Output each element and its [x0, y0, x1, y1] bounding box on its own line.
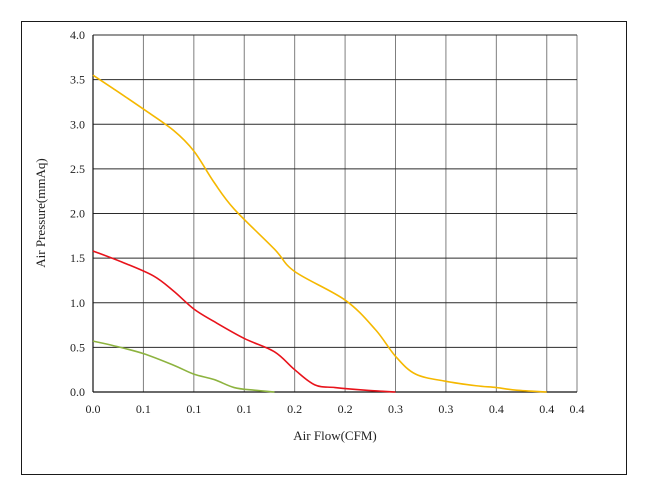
y-tick-labels: 0.0 0.5 1.0 1.5 2.0 2.5 3.0 3.5 4.0 — [70, 28, 85, 399]
y-axis-title: Air Pressure(mmAq) — [33, 158, 48, 267]
series-lines — [92, 74, 547, 393]
y-tick-label: 4.0 — [70, 28, 85, 42]
x-tick-label: 0.1 — [136, 402, 151, 416]
x-tick-label: 0.1 — [237, 402, 252, 416]
x-tick-label: 0.4 — [570, 402, 585, 416]
chart-frame — [21, 21, 627, 475]
y-tick-label: 2.0 — [70, 207, 85, 221]
x-tick-label: 0.2 — [338, 402, 353, 416]
grid — [92, 34, 578, 393]
x-tick-label: 0.4 — [489, 402, 504, 416]
x-tick-label: 0.0 — [86, 402, 101, 416]
y-tick-label: 2.5 — [70, 162, 85, 176]
series-line-1 — [92, 74, 547, 393]
x-tick-label: 0.2 — [287, 402, 302, 416]
x-tick-label: 0.4 — [539, 402, 554, 416]
x-tick-label: 0.3 — [388, 402, 403, 416]
x-tick-label: 0.1 — [186, 402, 201, 416]
y-tick-label: 1.5 — [70, 251, 85, 265]
x-tick-label: 0.3 — [438, 402, 453, 416]
series-line-2 — [92, 250, 396, 393]
y-tick-label: 0.5 — [70, 340, 85, 354]
x-axis-title: Air Flow(CFM) — [293, 428, 376, 443]
y-tick-label: 1.0 — [70, 296, 85, 310]
y-tick-label: 3.0 — [70, 117, 85, 131]
series-line-3 — [92, 340, 275, 393]
y-tick-label: 3.5 — [70, 73, 85, 87]
x-tick-labels: 0.0 0.1 0.1 0.1 0.2 0.2 0.3 0.3 0.4 0.4 0.4 — [86, 402, 585, 416]
y-tick-label: 0.0 — [70, 385, 85, 399]
